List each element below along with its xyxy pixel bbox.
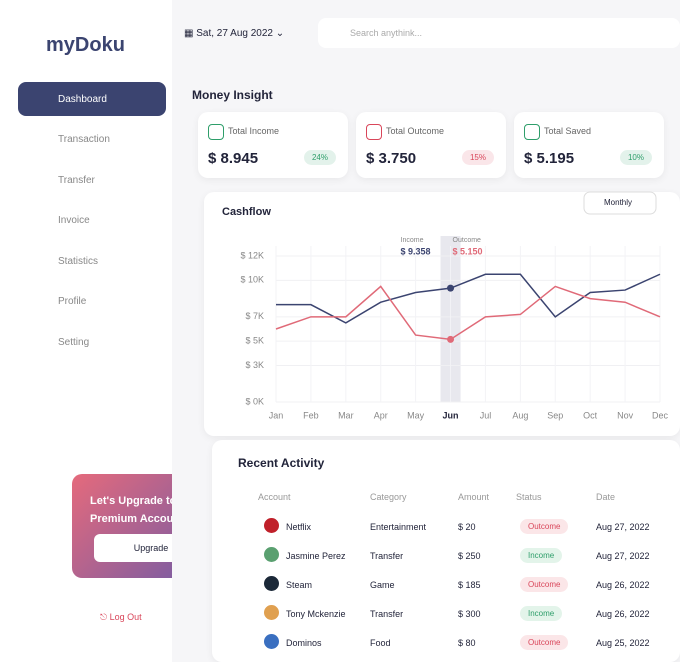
x-tick-label: Aug	[512, 410, 528, 420]
y-tick-label: $ 0K	[245, 396, 264, 406]
insight-card: Total Saved $ 5.195 10%	[514, 112, 664, 178]
logout[interactable]: ⎋ Log Out	[100, 612, 142, 622]
avatar	[264, 634, 279, 649]
avatar	[264, 518, 279, 533]
cell-text: Transfer	[370, 551, 404, 561]
account-name: Tony Mckenzie	[286, 609, 346, 619]
avatar	[264, 605, 279, 620]
cell-text: $ 20	[458, 522, 476, 532]
column-header: Amount	[458, 492, 490, 502]
date-picker[interactable]: ▦ Sat, 27 Aug 2022 ⌄	[184, 28, 285, 39]
nav-item[interactable]: Profile	[58, 296, 87, 307]
status-pill: Outcome	[520, 577, 569, 592]
logo[interactable]: myDoku	[46, 34, 125, 56]
status-pill: Income	[520, 548, 563, 563]
cell-text: Aug 27, 2022	[596, 551, 650, 561]
account-name: Dominos	[286, 638, 322, 648]
tooltip-label: Outcome	[453, 237, 482, 244]
column-header: Category	[370, 492, 407, 502]
status-pill: Outcome	[520, 519, 569, 534]
card-label: Total Saved	[544, 126, 592, 136]
cell-text: $ 300	[458, 609, 481, 619]
account-name: Netflix	[286, 522, 312, 532]
avatar	[264, 547, 279, 562]
cell-text: Entertainment	[370, 522, 427, 532]
status-pill: Income	[520, 606, 563, 621]
x-tick-label: Feb	[303, 410, 319, 420]
y-tick-label: $ 12K	[240, 250, 264, 260]
cell-text: $ 250	[458, 551, 481, 561]
period[interactable]: Monthly	[604, 198, 632, 207]
x-tick-label: Jul	[480, 410, 492, 420]
card-icon	[524, 124, 540, 140]
activity-title: Recent Activity	[238, 456, 325, 470]
point	[447, 335, 455, 343]
x-tick-label: Mar	[338, 410, 354, 420]
column-header: Status	[516, 492, 542, 502]
chart-title: Cashflow	[222, 206, 271, 218]
line	[276, 273, 661, 324]
card-amount: $ 5.195	[524, 150, 575, 167]
logout-label[interactable]: Log Out	[109, 612, 142, 622]
insight-title: Money Insight	[192, 88, 273, 102]
column-header: Date	[596, 492, 616, 502]
x-tick-label: Sep	[547, 410, 563, 420]
cell-text: Aug 26, 2022	[596, 609, 650, 619]
y-tick-label: $ 10K	[240, 275, 264, 285]
card-change: 24%	[303, 150, 336, 165]
card-label: Total Outcome	[386, 126, 445, 136]
cell-text: $ 185	[458, 580, 481, 590]
cell-text: Aug 25, 2022	[596, 638, 650, 648]
cell-text: Game	[370, 580, 395, 590]
cell-text: Transfer	[370, 609, 404, 619]
search[interactable]: Search anythink...	[318, 18, 680, 48]
x-tick-label: Oct	[583, 410, 598, 420]
cell-text: Aug 26, 2022	[596, 580, 650, 590]
cell-text: Food	[370, 638, 391, 648]
y-tick-label: $ 5K	[245, 336, 264, 346]
account-name: Steam	[286, 580, 313, 590]
avatar	[264, 576, 279, 591]
x-tick-label: Jan	[269, 410, 284, 420]
x-tick-label: Dec	[652, 410, 669, 420]
x-tick-label: Apr	[374, 410, 388, 420]
nav-item[interactable]: Transaction	[58, 134, 110, 145]
card-amount: $ 3.750	[366, 150, 417, 167]
column-header: Account	[258, 492, 291, 502]
cell-text: $ 80	[458, 638, 476, 648]
card-change: 10%	[619, 150, 652, 165]
nav-item[interactable]: Dashboard	[18, 82, 166, 116]
insight-card: Total Outcome $ 3.750 15%	[356, 112, 506, 178]
tooltip-value: $ 9.358	[401, 246, 431, 256]
tooltip-value: $ 5.150	[453, 246, 483, 256]
upgrade-title: Let's Upgrade to Premium Account	[90, 495, 184, 525]
date[interactable]: Sat, 27 Aug 2022	[196, 28, 273, 39]
insight-card: Total Income $ 8.945 24%	[198, 112, 348, 178]
card-label: Total Income	[228, 126, 280, 136]
card-icon	[208, 124, 224, 140]
card-amount: $ 8.945	[208, 150, 259, 167]
x-tick-label: Nov	[617, 410, 634, 420]
cell-text: Aug 27, 2022	[596, 522, 650, 532]
status-pill: Outcome	[520, 635, 569, 650]
y-tick-label: $ 7K	[245, 311, 264, 321]
x-tick-label: May	[407, 410, 425, 420]
account-name: Jasmine Perez	[286, 551, 346, 561]
nav-item[interactable]: Statistics	[58, 255, 99, 267]
x-tick-label: Jun	[443, 410, 459, 420]
nav-item[interactable]: Invoice	[58, 215, 90, 226]
nav-item[interactable]: Setting	[58, 336, 90, 348]
card-change: 15%	[461, 150, 494, 165]
y-tick-label: $ 3K	[245, 360, 264, 370]
tooltip-label: Income	[401, 237, 424, 244]
card-icon	[366, 124, 382, 140]
period-select[interactable]	[583, 191, 657, 215]
nav-item[interactable]: Transfer	[58, 174, 95, 186]
activity-card	[212, 440, 680, 662]
point	[447, 284, 455, 292]
line	[275, 285, 661, 341]
